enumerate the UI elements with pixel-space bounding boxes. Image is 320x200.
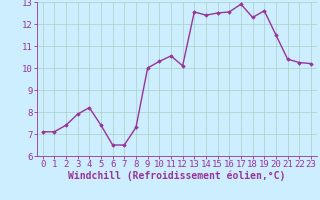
X-axis label: Windchill (Refroidissement éolien,°C): Windchill (Refroidissement éolien,°C) — [68, 171, 285, 181]
